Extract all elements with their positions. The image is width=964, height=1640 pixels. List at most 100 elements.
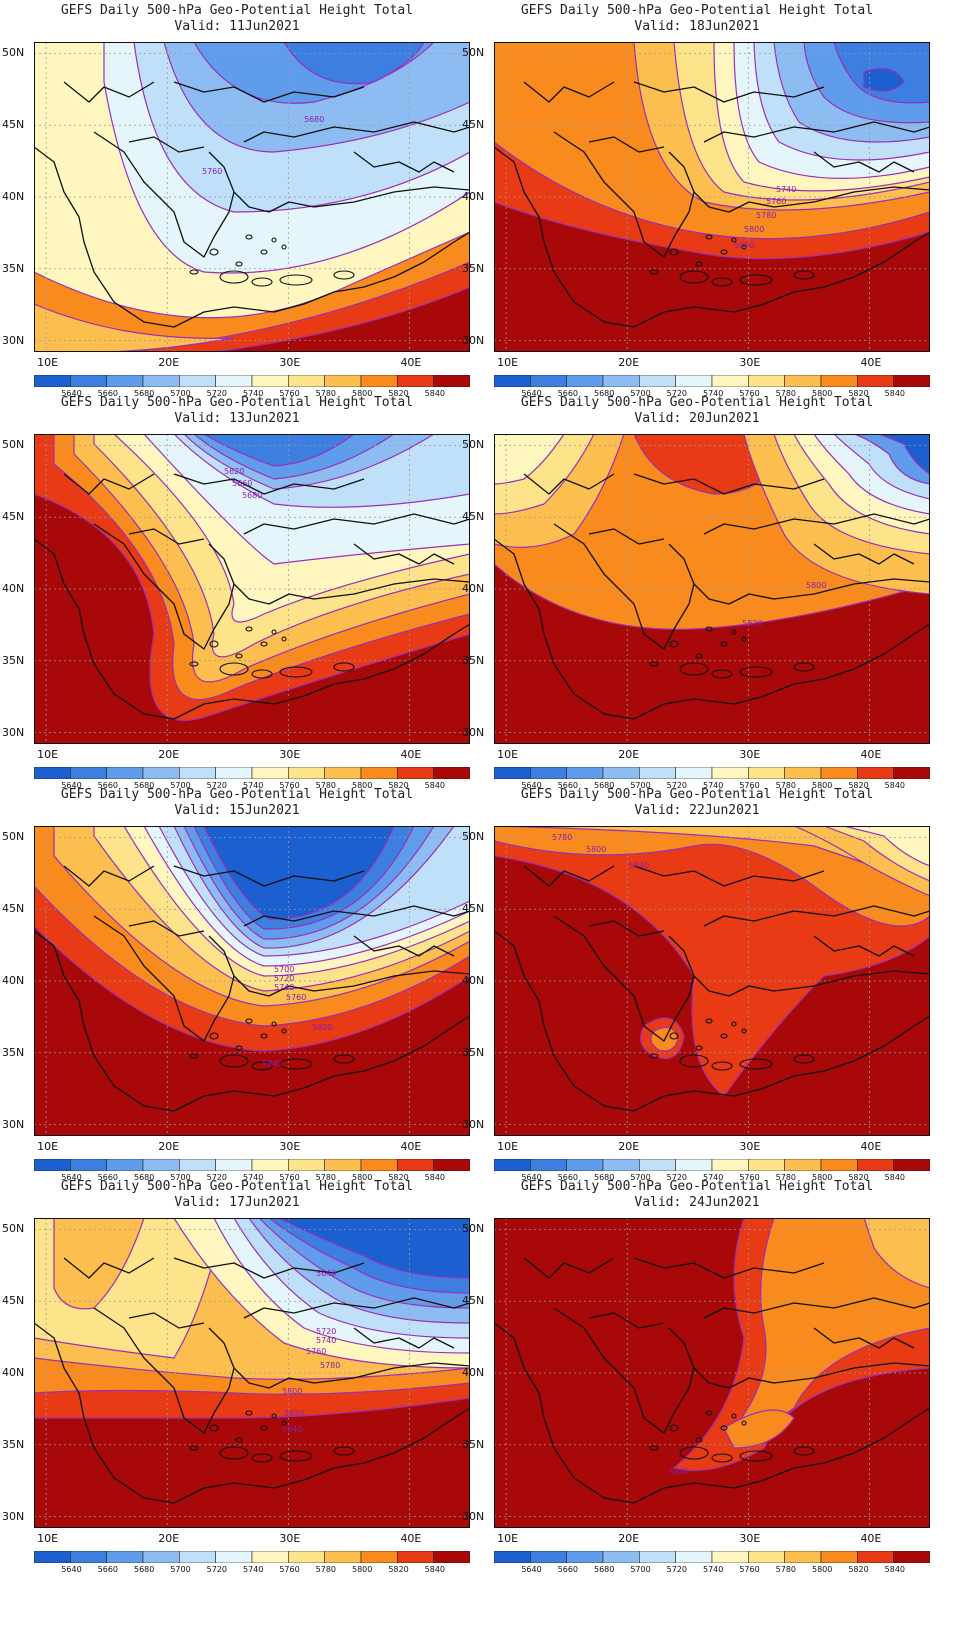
colorbar-label: 5680 xyxy=(594,781,615,790)
latitude-label: 30N xyxy=(2,725,25,739)
longitude-label: 40E xyxy=(400,356,422,369)
colorbar-swatch xyxy=(857,767,894,779)
colorbar-swatch xyxy=(142,1159,180,1171)
colorbar-swatch xyxy=(433,375,470,387)
contour-label: 5620 xyxy=(224,467,244,476)
colorbar-label: 5840 xyxy=(424,389,446,398)
coastline xyxy=(588,920,665,937)
contour-label: 5800 xyxy=(312,1023,332,1032)
island-outline xyxy=(720,1425,728,1431)
colorbar-swatch xyxy=(784,375,822,387)
map-frame xyxy=(494,42,930,352)
colorbar-label: 5760 xyxy=(739,1565,760,1574)
coastline xyxy=(353,543,455,565)
colorbar-label: 5780 xyxy=(315,781,337,790)
coastline xyxy=(93,131,235,258)
coastline xyxy=(703,513,930,535)
island-outline xyxy=(739,1450,773,1462)
colorbar-swatch xyxy=(397,375,434,387)
colorbar-swatch xyxy=(360,375,398,387)
island-outline xyxy=(219,1446,249,1460)
island-outline xyxy=(271,1413,277,1419)
colorbar-swatch xyxy=(602,767,640,779)
colorbar-label: 5740 xyxy=(703,781,724,790)
colorbar-swatch xyxy=(748,1551,785,1563)
island-outline xyxy=(251,1061,273,1071)
colorbar-swatch xyxy=(566,1159,604,1171)
colorbar-label: 5660 xyxy=(557,1565,579,1574)
island-outline xyxy=(260,249,268,255)
contour-label: 5760 xyxy=(306,1347,326,1356)
colorbar-label: 5700 xyxy=(630,1173,651,1182)
colorbar-label: 5680 xyxy=(134,1173,155,1182)
island-outline xyxy=(705,626,713,632)
coastline xyxy=(128,528,205,545)
coastline xyxy=(693,186,930,213)
coastline xyxy=(63,1257,155,1279)
colorbar-label: 5680 xyxy=(134,781,155,790)
colorbar-label: 5700 xyxy=(630,781,651,790)
colorbar-swatch xyxy=(433,767,470,779)
colorbar-label: 5840 xyxy=(884,781,906,790)
coastline xyxy=(243,905,470,927)
longitude-label: 20E xyxy=(618,1140,640,1153)
contour-label: 5760 xyxy=(766,197,786,206)
colorbar-swatch xyxy=(397,767,434,779)
colorbar-swatch xyxy=(433,1159,470,1171)
colorbar-label: 5800 xyxy=(352,1565,373,1574)
colorbar-swatch xyxy=(251,1551,289,1563)
island-outline xyxy=(669,640,679,648)
colorbar-label: 5780 xyxy=(315,1173,337,1182)
colorbar-swatch xyxy=(711,1551,749,1563)
colorbar-swatch xyxy=(602,375,640,387)
island-outline xyxy=(695,1437,703,1443)
contour-label: 5640 xyxy=(316,1269,336,1278)
latitude-label: 35N xyxy=(462,1045,485,1059)
island-outline xyxy=(695,261,703,267)
colorbar-label: 5740 xyxy=(243,389,264,398)
colorbar-swatch xyxy=(639,1551,676,1563)
island-outline xyxy=(271,237,277,243)
colorbar-swatch xyxy=(820,375,858,387)
coastline xyxy=(34,930,470,1112)
coastline xyxy=(233,186,470,213)
contour-label: 5840 xyxy=(282,1425,302,1434)
colorbar-swatch xyxy=(602,1551,640,1563)
coastline xyxy=(93,1307,235,1434)
island-outline xyxy=(741,1028,747,1034)
island-outline xyxy=(271,629,277,635)
colorbar-swatch xyxy=(106,1159,144,1171)
coastline xyxy=(703,905,930,927)
colorbar-label: 5680 xyxy=(134,1565,155,1574)
latitude-label: 45N xyxy=(462,118,485,132)
colorbar-swatch xyxy=(820,1551,858,1563)
map-panel: GEFS Daily 500-hPa Geo-Potential Height … xyxy=(2,1176,470,1576)
island-outline xyxy=(279,666,313,678)
colorbar-swatch xyxy=(34,1551,71,1563)
height-field-map: 5780 5800 5840 xyxy=(494,826,930,1136)
colorbar-swatch xyxy=(142,767,180,779)
longitude-label: 20E xyxy=(158,356,180,369)
colorbar-swatch xyxy=(893,1159,930,1171)
coastline xyxy=(128,136,205,153)
coastline xyxy=(34,1322,470,1504)
colorbar-label: 5760 xyxy=(739,389,760,398)
map-title: GEFS Daily 500-hPa Geo-Potential Height … xyxy=(60,787,414,802)
colorbar-swatch xyxy=(530,767,567,779)
valid-date: Valid: 22Jun2021 xyxy=(634,803,760,818)
colorbar-swatch xyxy=(748,375,785,387)
island-outline xyxy=(711,1453,733,1463)
map-title: GEFS Daily 500-hPa Geo-Potential Height … xyxy=(60,1179,414,1194)
colorbar-label: 5660 xyxy=(97,389,119,398)
colorbar-swatch xyxy=(397,1551,434,1563)
coastline xyxy=(128,920,205,937)
coastline xyxy=(693,1362,930,1389)
height-field-map: 5640 5720 5740 5760 5780 5800 5820 5840 xyxy=(34,1218,470,1528)
contour-label: 5800 xyxy=(282,1387,302,1396)
map-title: GEFS Daily 500-hPa Geo-Potential Height … xyxy=(520,3,874,18)
island-outline xyxy=(705,1410,713,1416)
height-field-map: 5740 5760 5780 5800 5820 xyxy=(494,42,930,352)
island-outline xyxy=(731,237,737,243)
coastline xyxy=(494,538,930,720)
longitude-label: 30E xyxy=(279,1532,301,1545)
